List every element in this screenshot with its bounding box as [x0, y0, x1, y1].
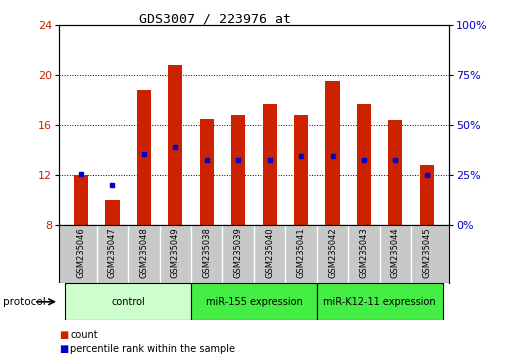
Text: protocol: protocol	[3, 297, 45, 307]
Text: GSM235048: GSM235048	[140, 228, 148, 278]
Bar	[105, 200, 120, 225]
Text: ■: ■	[59, 330, 68, 339]
Text: control: control	[111, 297, 145, 307]
Text: GSM235046: GSM235046	[76, 228, 86, 278]
Text: percentile rank within the sample: percentile rank within the sample	[70, 344, 235, 354]
Text: GSM235049: GSM235049	[171, 228, 180, 278]
Bar	[65, 283, 191, 320]
Text: GSM235044: GSM235044	[391, 228, 400, 278]
Bar	[137, 90, 151, 225]
Text: GSM235042: GSM235042	[328, 228, 337, 278]
Bar	[200, 119, 214, 225]
Text: ■: ■	[59, 344, 68, 354]
Bar	[74, 175, 88, 225]
Text: miR-155 expression: miR-155 expression	[206, 297, 302, 307]
Bar	[317, 283, 443, 320]
Bar	[357, 103, 371, 225]
Bar	[325, 81, 340, 225]
Text: count: count	[70, 330, 98, 339]
Text: GSM235047: GSM235047	[108, 228, 117, 278]
Text: GSM235039: GSM235039	[234, 228, 243, 278]
Text: GSM235041: GSM235041	[297, 228, 306, 278]
Bar	[420, 165, 434, 225]
Bar	[168, 65, 183, 225]
Text: GSM235038: GSM235038	[202, 227, 211, 278]
Text: GDS3007 / 223976_at: GDS3007 / 223976_at	[140, 12, 291, 25]
Bar	[231, 115, 245, 225]
Bar	[294, 115, 308, 225]
Bar	[263, 103, 277, 225]
Text: GSM235043: GSM235043	[360, 228, 368, 278]
Text: miR-K12-11 expression: miR-K12-11 expression	[323, 297, 436, 307]
Text: GSM235045: GSM235045	[422, 228, 431, 278]
Bar	[191, 283, 317, 320]
Text: GSM235040: GSM235040	[265, 228, 274, 278]
Bar	[388, 120, 403, 225]
